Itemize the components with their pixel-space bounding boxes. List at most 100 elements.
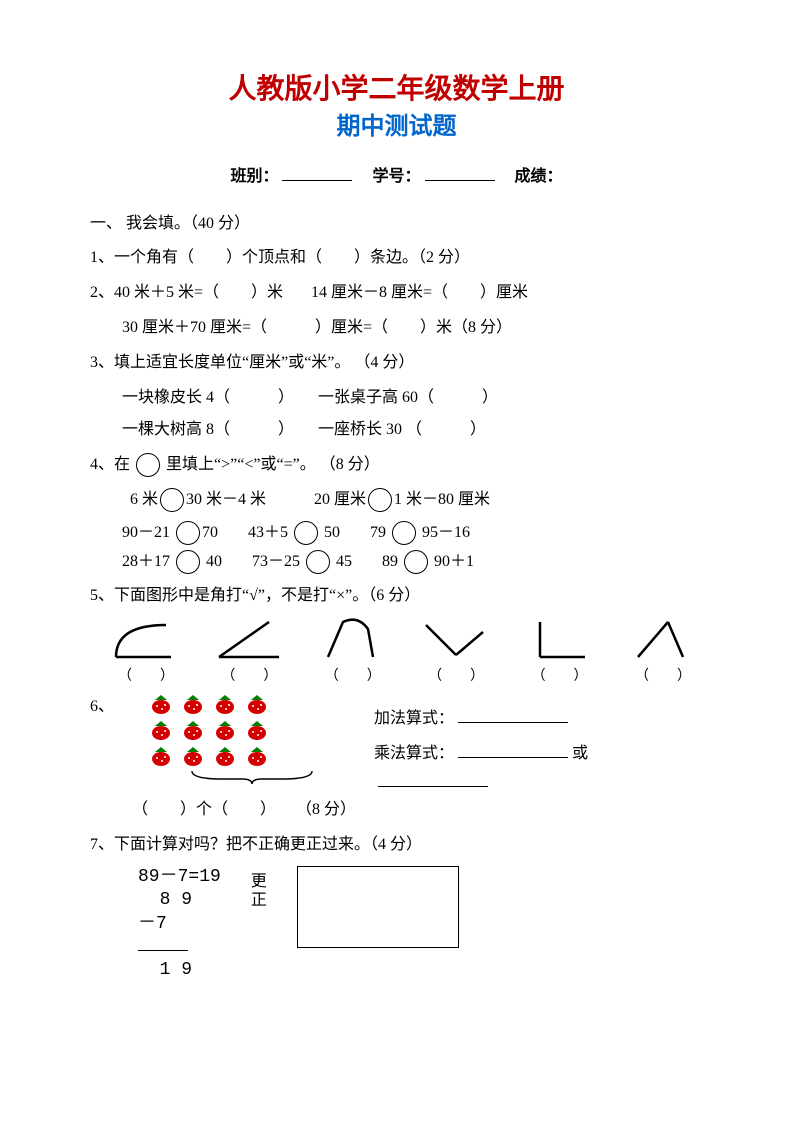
shape-5: （ ） <box>520 617 600 689</box>
strawberry-icon <box>180 693 208 717</box>
q7-expr: 89－7=19 <box>138 867 221 887</box>
class-label: 班别： <box>230 168 278 185</box>
q2-part-a: 2、40 米＋5 米=（ ）米 <box>90 284 283 301</box>
shape-3-lbl[interactable]: （ ） <box>313 664 393 689</box>
q4-i5-l: 28＋17 <box>122 553 170 570</box>
strawberry-icon <box>212 693 240 717</box>
q4-i0-r: 30 米－4 米 <box>186 491 266 508</box>
shape-4-lbl[interactable]: （ ） <box>416 664 496 689</box>
shape-2-lbl[interactable]: （ ） <box>209 664 289 689</box>
score-label: 成绩： <box>515 168 563 185</box>
q2-part-b: 14 厘米－8 厘米=（ ）厘米 <box>311 284 528 301</box>
q6-or: 或 <box>572 745 588 762</box>
q6-add-label: 加法算式： <box>374 710 454 727</box>
q6-mul-blank2[interactable] <box>378 770 488 787</box>
q5: 5、下面图形中是角打“√”，不是打“×”。（6 分） <box>90 582 703 611</box>
q7-block: 89－7=19 8 9 －7 1 9 更 正 <box>138 866 703 983</box>
q4-i7-c[interactable] <box>404 550 428 574</box>
q4-row2: 90－21 70 43＋5 50 79 95－16 <box>122 519 703 548</box>
strawberry-icon <box>148 719 176 743</box>
shape-2: （ ） <box>209 617 289 689</box>
q7-fix-label: 更 正 <box>251 872 267 910</box>
q4-i6-r: 45 <box>336 553 352 570</box>
q4: 4、在 里填上“>”“<”或“=”。 （8 分） <box>90 451 703 480</box>
shape-1: （ ） <box>106 617 186 689</box>
brace-icon <box>148 767 356 796</box>
q3: 3、填上适宜长度单位“厘米”或“米”。 （4 分） <box>90 349 703 378</box>
id-blank[interactable] <box>425 164 495 181</box>
circle-icon <box>136 453 160 477</box>
id-label: 学号： <box>372 168 420 185</box>
q7-c3: 1 9 <box>138 960 192 980</box>
strawberry-icon <box>244 745 272 769</box>
strawberry-icon <box>244 693 272 717</box>
q4-i2-r: 70 <box>202 524 218 541</box>
info-line: 班别： 学号： 成绩： <box>90 163 703 192</box>
q4-i7-r: 90＋1 <box>434 553 474 570</box>
strawberry-icon <box>244 719 272 743</box>
q4-suffix: 里填上“>”“<”或“=”。 （8 分） <box>166 456 380 473</box>
q6-add-blank[interactable] <box>458 706 568 723</box>
main-title: 人教版小学二年级数学上册 <box>90 70 703 109</box>
q6-points: （8 分） <box>296 801 356 818</box>
q4-i3-r: 50 <box>324 524 340 541</box>
q4-i1-l: 20 厘米 <box>314 491 366 508</box>
q7: 7、下面计算对吗？把不正确更正过来。（4 分） <box>90 831 703 860</box>
q4-i1-c[interactable] <box>368 488 392 512</box>
q3a: 一块橡皮长 4（ ） <box>122 389 294 406</box>
q6-mul-blank1[interactable] <box>458 741 568 758</box>
q3-row2: 一棵大树高 8（ ） 一座桥长 30 （ ） <box>122 416 703 445</box>
q4-i3-c[interactable] <box>294 521 318 545</box>
correction-box[interactable] <box>297 866 459 948</box>
strawberry-icon <box>212 745 240 769</box>
q4-row1: 6 米 30 米－4 米 20 厘米 1 米－80 厘米 <box>130 486 703 515</box>
berry-grid <box>148 693 356 769</box>
strawberry-icon <box>180 745 208 769</box>
section-1-heading: 一、 我会填。（40 分） <box>90 210 703 239</box>
q6-count-row: （ ）个（ ） （8 分） <box>132 796 356 825</box>
shape-3: （ ） <box>313 617 393 689</box>
q4-i2-l: 90－21 <box>122 524 170 541</box>
strawberry-icon <box>180 719 208 743</box>
q4-prefix: 4、在 <box>90 456 130 473</box>
strawberry-icon <box>212 719 240 743</box>
q4-row3: 28＋17 40 73－25 45 89 90＋1 <box>122 548 703 577</box>
strawberry-icon <box>148 693 176 717</box>
q6-count: （ ）个（ ） <box>132 801 276 818</box>
q4-i4-c[interactable] <box>392 521 416 545</box>
class-blank[interactable] <box>282 164 352 181</box>
q3b: 一张桌子高 60（ ） <box>318 389 498 406</box>
q7-calc: 89－7=19 8 9 －7 1 9 <box>138 866 221 983</box>
q3c: 一棵大树高 8（ ） <box>122 421 294 438</box>
q4-i4-r: 95－16 <box>422 524 470 541</box>
q3-row1: 一块橡皮长 4（ ） 一张桌子高 60（ ） <box>122 384 703 413</box>
shape-4: （ ） <box>416 617 496 689</box>
shape-6: （ ） <box>623 617 703 689</box>
q4-i1-r: 1 米－80 厘米 <box>394 491 490 508</box>
q2-part-c: 30 厘米＋70 厘米=（ ）厘米=（ ）米（8 分） <box>122 314 703 343</box>
q4-i6-l: 73－25 <box>252 553 300 570</box>
q4-i3-l: 43＋5 <box>248 524 288 541</box>
q4-i4-l: 79 <box>370 524 386 541</box>
q4-i2-c[interactable] <box>176 521 200 545</box>
strawberry-icon <box>148 745 176 769</box>
q4-i6-c[interactable] <box>306 550 330 574</box>
q3d: 一座桥长 30 （ ） <box>318 421 486 438</box>
rule-icon <box>138 950 188 951</box>
q6-mul-label: 乘法算式： <box>374 745 454 762</box>
q4-i7-l: 89 <box>382 553 398 570</box>
q1: 1、一个角有（ ）个顶点和（ ）条边。（2 分） <box>90 244 703 273</box>
shape-1-lbl[interactable]: （ ） <box>106 664 186 689</box>
sub-title: 期中测试题 <box>90 111 703 145</box>
q7-c1: 8 9 <box>138 890 192 910</box>
q5-shapes: （ ） （ ） （ ） （ ） （ ） （ ） <box>106 617 703 689</box>
q7-c2: －7 <box>138 914 167 934</box>
q4-i0-c[interactable] <box>160 488 184 512</box>
q6-num: 6、 <box>90 698 114 715</box>
q4-i5-c[interactable] <box>176 550 200 574</box>
q4-i5-r: 40 <box>206 553 222 570</box>
shape-6-lbl[interactable]: （ ） <box>623 664 703 689</box>
shape-5-lbl[interactable]: （ ） <box>520 664 600 689</box>
q6: 6、 （ ）个（ ） （8 分） 加法算式： 乘法算式： 或 <box>90 693 703 825</box>
q4-i0-l: 6 米 <box>130 491 158 508</box>
